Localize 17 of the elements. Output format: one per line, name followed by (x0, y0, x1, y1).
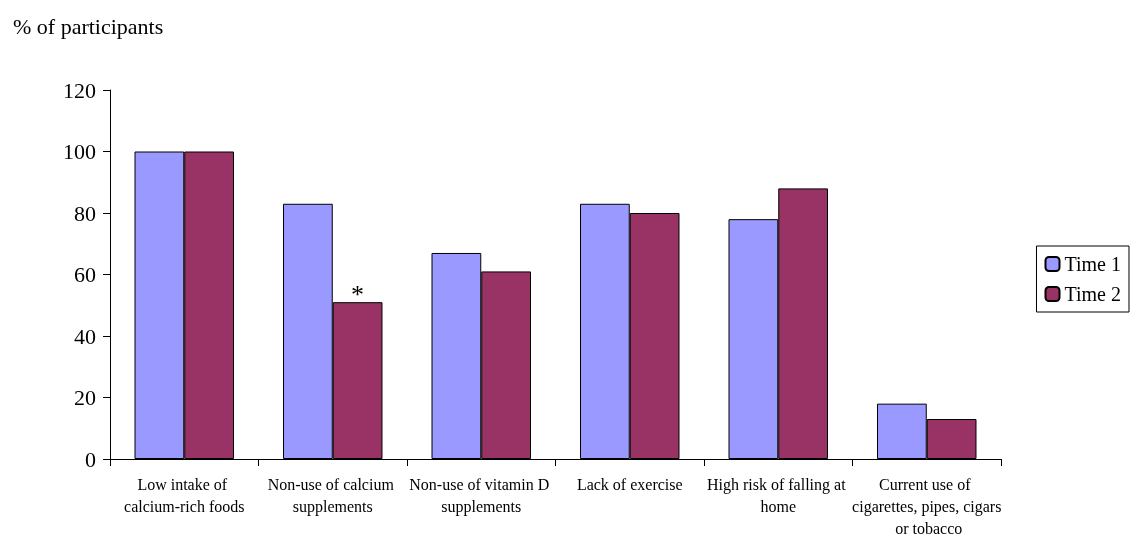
legend-label: Time 1 (1064, 253, 1122, 275)
y-tick-label: 0 (85, 446, 96, 472)
y-axis-title: % of participants (13, 13, 164, 39)
y-tick-label: 80 (74, 200, 96, 226)
y-tick-label: 120 (63, 77, 96, 103)
x-tick-label: Low intake of calcium-rich foods (124, 475, 245, 515)
y-tick-label: 100 (63, 139, 96, 164)
y-tick-label: 60 (74, 262, 96, 287)
x-tick-label: Lack of exercise (576, 475, 683, 493)
x-tick-label: Current use of cigarettes, pipes, cigars or tobacco (852, 475, 1002, 537)
y-tick-label: 20 (74, 385, 96, 410)
annotation: * (351, 279, 365, 309)
y-tick-label: 40 (74, 323, 96, 349)
x-tick-label: High risk of falling at home (706, 475, 850, 515)
x-tick-label: Non-use of vitamin D supplements (409, 475, 554, 516)
legend-label: Time 2 (1064, 283, 1122, 305)
x-tick-label: Non-use of calcium supplements (267, 475, 398, 516)
